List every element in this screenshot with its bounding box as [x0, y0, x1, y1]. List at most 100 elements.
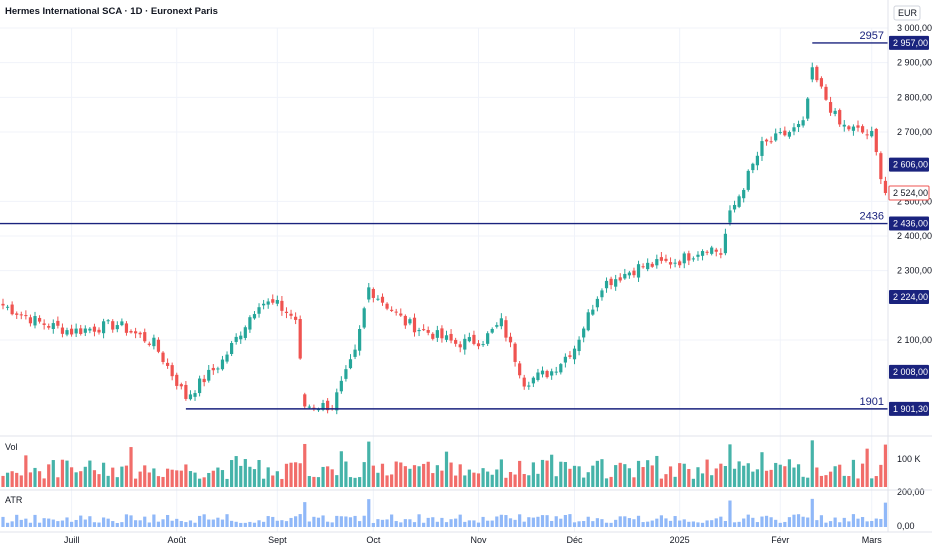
volume-bar: [650, 465, 654, 487]
volume-bar: [74, 472, 78, 487]
atr-bar: [554, 516, 558, 527]
chart-title: Hermes International SCA · 1D · Euronext…: [5, 6, 218, 17]
atr-bar: [138, 520, 142, 527]
volume-bar: [225, 478, 229, 487]
candle-body: [115, 325, 119, 330]
volume-bar: [860, 463, 865, 487]
volume-bar: [312, 476, 316, 487]
atr-bar: [367, 499, 371, 527]
volume-bar: [495, 469, 499, 487]
atr-bar: [842, 517, 846, 527]
atr-bar: [833, 517, 837, 527]
candle-body: [577, 339, 581, 352]
atr-bar: [673, 516, 677, 527]
atr-bar: [202, 514, 206, 527]
volume-bar: [550, 454, 554, 487]
volume-bar: [92, 470, 97, 487]
time-tick-label: Nov: [470, 535, 487, 545]
volume-bar: [659, 478, 663, 487]
atr-bar: [650, 520, 654, 527]
candle-body: [298, 319, 302, 359]
volume-bar: [143, 465, 147, 487]
candle-body: [188, 394, 193, 400]
volume-bar: [769, 469, 773, 487]
candle-body: [426, 329, 430, 333]
volume-bar: [828, 471, 833, 487]
atr-bar: [60, 520, 65, 527]
atr-bar: [284, 521, 289, 527]
volume-bar: [152, 468, 156, 487]
candle-body: [266, 301, 270, 305]
atr-bar: [664, 518, 668, 527]
atr-bar: [824, 522, 828, 527]
candle-body: [815, 66, 819, 81]
atr-bar: [591, 521, 595, 527]
atr-bar: [225, 514, 229, 527]
volume-bar: [842, 475, 846, 487]
candle-body: [856, 125, 860, 128]
atr-bar: [376, 519, 380, 527]
grid: [0, 27, 888, 532]
volume-bar: [417, 466, 421, 487]
atr-bar: [69, 521, 74, 527]
candle-body: [860, 126, 865, 133]
volume-bar: [655, 455, 659, 487]
atr-bar: [335, 515, 339, 527]
candle-body: [682, 253, 686, 264]
atr-bar: [678, 520, 682, 527]
volume-bar: [330, 469, 334, 487]
volume-bar: [83, 466, 87, 487]
candle-body: [97, 329, 101, 333]
candle-body: [339, 380, 343, 392]
volume-bar: [508, 472, 513, 487]
price-axis[interactable]: 3 000,00 2 900,00 2 800,00 2 700,00 2 500,00…: [888, 5, 932, 531]
volume-bar: [42, 478, 46, 487]
volume-bar: [463, 475, 467, 487]
volume-bar: [326, 466, 330, 487]
atr-bar: [97, 522, 101, 527]
volume-bar: [207, 472, 211, 487]
currency-box: [893, 5, 921, 21]
volume-bar: [47, 464, 51, 487]
candle-body: [838, 110, 842, 125]
volume-bar: [385, 475, 389, 487]
atr-bar: [170, 520, 174, 527]
atr-bar: [627, 518, 631, 527]
candle-body: [92, 326, 97, 332]
atr-bar: [143, 516, 147, 527]
time-axis[interactable]: Juill Août Sept Oct Nov Déc 2025 Févr Mars: [64, 535, 882, 545]
volume-bar: [687, 468, 691, 487]
atr-bar: [856, 518, 860, 527]
volume-bar: [554, 476, 558, 487]
volume-bar: [614, 465, 618, 487]
atr-bar: [641, 522, 645, 527]
volume-bar: [595, 460, 599, 487]
atr-bar: [56, 521, 60, 527]
volume-bar: [211, 470, 215, 487]
candle-body: [778, 132, 782, 134]
candle-body: [24, 315, 28, 317]
candle-body: [883, 180, 888, 194]
atr-bar: [339, 516, 343, 527]
candle-body: [42, 323, 46, 325]
candle-body: [220, 359, 225, 370]
candle-body: [257, 307, 261, 314]
candle-body: [458, 344, 462, 348]
atr-bar: [582, 521, 586, 527]
volume-bar: [101, 462, 106, 487]
candle-body: [623, 273, 627, 279]
price-axis-label: 2 008,00: [893, 367, 928, 377]
candle-body: [358, 328, 362, 351]
candle-body: [732, 204, 737, 210]
candle-body: [289, 313, 293, 316]
atr-bar: [307, 521, 311, 527]
price-candles: [1, 62, 888, 415]
candle-body: [513, 343, 517, 362]
atr-bar: [810, 498, 814, 527]
candle-body: [783, 130, 787, 136]
candle-body: [705, 251, 709, 253]
atr-bar: [344, 516, 348, 527]
volume-bar: [303, 443, 307, 487]
volume-bar: [787, 459, 792, 487]
